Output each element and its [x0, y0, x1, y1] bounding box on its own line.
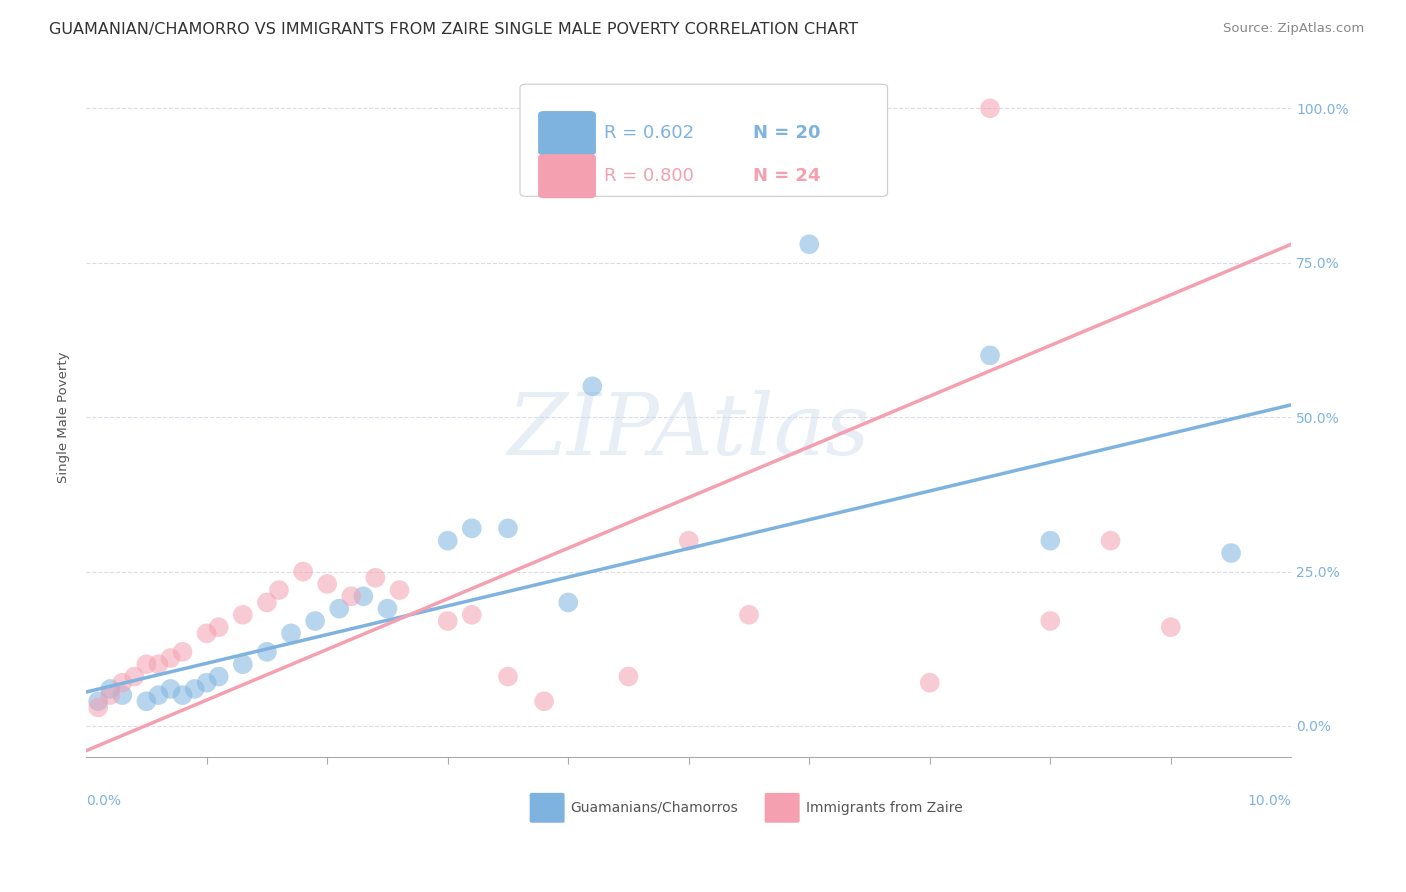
Point: [979, 101, 1001, 115]
Point: [208, 669, 231, 683]
Point: [436, 533, 458, 548]
Point: [98, 688, 121, 702]
Point: [799, 237, 821, 252]
Point: [135, 657, 157, 672]
Point: [328, 601, 350, 615]
Text: GUAMANIAN/CHAMORRO VS IMMIGRANTS FROM ZAIRE SINGLE MALE POVERTY CORRELATION CHAR: GUAMANIAN/CHAMORRO VS IMMIGRANTS FROM ZA…: [49, 22, 858, 37]
Point: [316, 577, 339, 591]
Point: [159, 681, 181, 696]
Text: Source: ZipAtlas.com: Source: ZipAtlas.com: [1223, 22, 1364, 36]
Point: [918, 675, 941, 690]
Text: Guamanians/Chamorros: Guamanians/Chamorros: [571, 801, 738, 814]
Point: [87, 700, 110, 714]
Point: [148, 657, 170, 672]
Point: [533, 694, 555, 708]
Point: [364, 571, 387, 585]
Point: [304, 614, 326, 628]
Point: [377, 601, 399, 615]
Point: [172, 688, 194, 702]
Text: 0.0%: 0.0%: [86, 794, 121, 808]
Text: 10.0%: 10.0%: [1247, 794, 1291, 808]
Point: [1220, 546, 1243, 560]
Point: [232, 607, 254, 622]
Point: [352, 589, 374, 603]
Y-axis label: Single Male Poverty: Single Male Poverty: [58, 351, 70, 483]
Text: ZIPAtlas: ZIPAtlas: [508, 390, 870, 472]
Point: [256, 595, 278, 609]
Point: [111, 688, 134, 702]
Point: [232, 657, 254, 672]
Point: [436, 614, 458, 628]
Text: N = 24: N = 24: [752, 167, 820, 186]
FancyBboxPatch shape: [538, 111, 596, 155]
Point: [340, 589, 363, 603]
Point: [617, 669, 640, 683]
Point: [111, 675, 134, 690]
Point: [1160, 620, 1182, 634]
Point: [557, 595, 579, 609]
FancyBboxPatch shape: [520, 84, 887, 196]
Point: [1039, 533, 1062, 548]
Point: [280, 626, 302, 640]
Point: [979, 348, 1001, 362]
Point: [195, 626, 218, 640]
Point: [738, 607, 761, 622]
Point: [461, 521, 484, 535]
Point: [172, 645, 194, 659]
Point: [496, 669, 519, 683]
Point: [461, 607, 484, 622]
FancyBboxPatch shape: [538, 154, 596, 198]
Point: [195, 675, 218, 690]
Text: Immigrants from Zaire: Immigrants from Zaire: [806, 801, 962, 814]
Point: [148, 688, 170, 702]
Point: [124, 669, 146, 683]
Point: [1039, 614, 1062, 628]
Text: R = 0.800: R = 0.800: [605, 167, 695, 186]
Point: [98, 681, 121, 696]
Point: [581, 379, 603, 393]
Text: R = 0.602: R = 0.602: [605, 124, 695, 142]
Point: [267, 583, 290, 598]
Point: [292, 565, 315, 579]
Text: N = 20: N = 20: [752, 124, 820, 142]
Point: [87, 694, 110, 708]
FancyBboxPatch shape: [530, 793, 565, 822]
Point: [208, 620, 231, 634]
Point: [183, 681, 205, 696]
Point: [388, 583, 411, 598]
Point: [1099, 533, 1122, 548]
Point: [678, 533, 700, 548]
Point: [256, 645, 278, 659]
Point: [496, 521, 519, 535]
FancyBboxPatch shape: [765, 793, 800, 822]
Point: [159, 651, 181, 665]
Point: [135, 694, 157, 708]
